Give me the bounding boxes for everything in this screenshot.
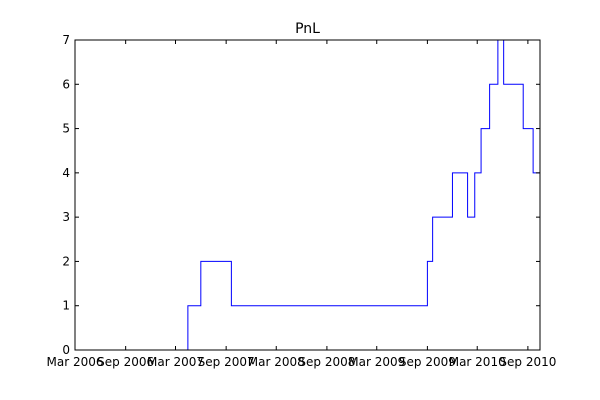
x-tick-label: Mar 2008: [248, 355, 305, 369]
y-tick-label: 2: [62, 254, 70, 268]
y-tick-label: 6: [62, 77, 70, 91]
x-tick-label: Sep 2008: [298, 355, 355, 369]
y-tick-label: 4: [62, 166, 70, 180]
x-tick-label: Mar 2009: [348, 355, 405, 369]
x-tick-label: Sep 2010: [499, 355, 556, 369]
x-tick-label: Sep 2007: [198, 355, 255, 369]
y-tick-label: 1: [62, 299, 70, 313]
plot-area: [75, 39, 540, 351]
y-tick-label: 3: [62, 210, 70, 224]
pnl-series-line: [75, 39, 540, 351]
x-tick-label: Mar 2010: [449, 355, 506, 369]
y-tick-label: 7: [62, 33, 70, 47]
y-tick-label: 5: [62, 122, 70, 136]
x-tick-label: Mar 2006: [47, 355, 104, 369]
y-tick-label: 0: [62, 343, 70, 357]
x-tick-label: Sep 2006: [97, 355, 154, 369]
chart-title: PnL: [295, 21, 320, 37]
x-tick-label: Sep 2009: [399, 355, 456, 369]
x-tick-label: Mar 2007: [147, 355, 204, 369]
axes-frame: [74, 39, 541, 351]
